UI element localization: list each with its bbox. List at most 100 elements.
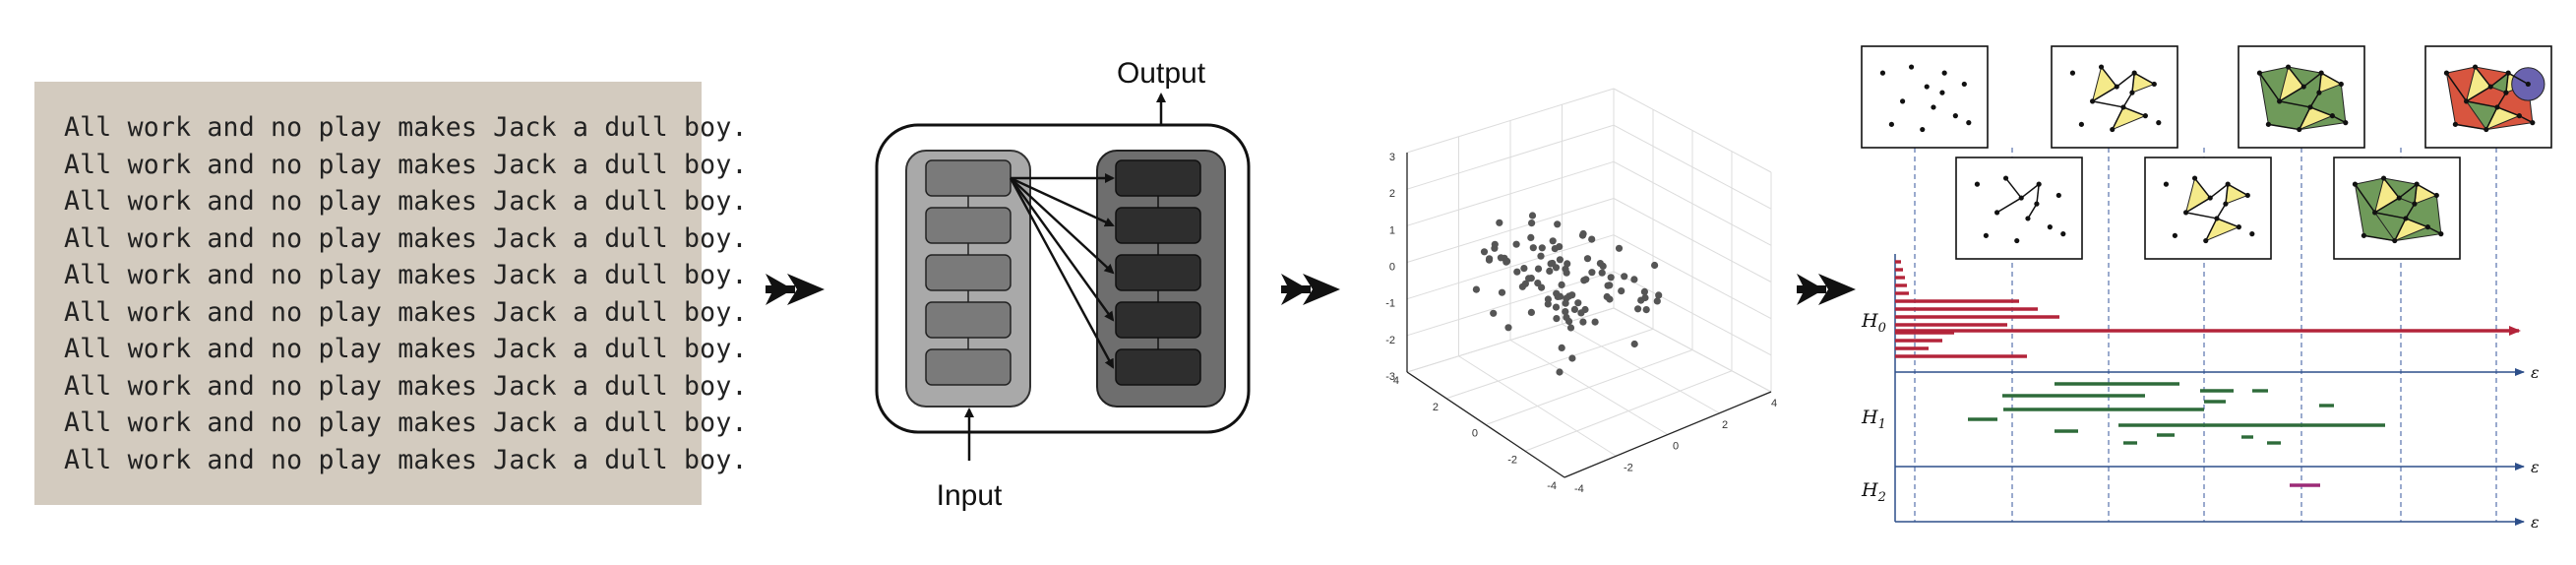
scatter-point	[1618, 287, 1625, 295]
z-tick-label: -1	[1385, 298, 1395, 310]
text-line: All work and no play makes Jack a dull b…	[64, 408, 748, 438]
scatter-point	[1621, 273, 1628, 281]
scatter-point	[1538, 244, 1546, 252]
encoder-layer	[925, 348, 1012, 386]
z-tick-label: 1	[1389, 224, 1395, 236]
y-tick-label: 4	[1771, 398, 1777, 409]
scatter-point	[1577, 309, 1585, 317]
epsilon-label-h2: ε	[2531, 513, 2540, 532]
scatter-point	[1496, 219, 1503, 226]
z-tick-label: -3	[1385, 371, 1395, 383]
scatter-point	[1490, 309, 1498, 317]
scatter-grid	[1406, 88, 1772, 478]
scatter-point	[1472, 285, 1480, 293]
scatter-point	[1512, 240, 1520, 248]
h2-label: H2	[1861, 479, 1886, 505]
barcode-axes	[1894, 254, 2525, 526]
scatter-point	[1568, 291, 1576, 299]
filtration-guides	[1914, 148, 2497, 522]
scatter-point	[1553, 315, 1561, 323]
y-tick-labels: -4 -2 0 2 4	[1574, 398, 1777, 495]
decoder-layer	[1115, 254, 1201, 291]
scatter-point	[1538, 283, 1546, 291]
scatter-point	[1525, 275, 1533, 282]
scatter-point	[1655, 291, 1663, 299]
scatter-point	[1596, 260, 1604, 268]
scatter-point	[1565, 317, 1573, 326]
complex-4	[2144, 157, 2272, 260]
scatter-point	[1528, 220, 1536, 227]
text-line: All work and no play makes Jack a dull b…	[64, 296, 748, 328]
simplicial-complexes	[1861, 45, 2552, 260]
scatter-axes	[1406, 153, 1772, 478]
scatter-point	[1554, 292, 1562, 300]
encoder-layer	[925, 301, 1012, 339]
h0-bars	[1895, 260, 2521, 358]
scatter-point	[1588, 269, 1596, 277]
scatter-point	[1579, 229, 1587, 238]
complex-5	[2238, 45, 2365, 149]
scatter-point	[1642, 306, 1650, 314]
h1-label: H1	[1861, 407, 1886, 432]
scatter-point	[1480, 248, 1489, 256]
decoder-layer	[1115, 207, 1201, 244]
text-corpus-panel: All work and no play makes Jack a dull b…	[34, 82, 747, 505]
scatter-point	[1558, 281, 1565, 288]
complex-6	[2333, 157, 2461, 260]
scatter-point	[1564, 260, 1571, 268]
x-tick-label: -2	[1507, 454, 1517, 466]
encoder-layers	[925, 159, 1012, 386]
scatter-point	[1591, 318, 1599, 326]
scatter-point	[1528, 212, 1537, 220]
scatter-point	[1497, 254, 1504, 262]
complex-7	[2424, 45, 2552, 149]
text-line: All work and no play makes Jack a dull b…	[64, 186, 748, 217]
scatter-point	[1651, 261, 1659, 270]
scatter-point	[1556, 368, 1564, 376]
epsilon-label-h0: ε	[2531, 363, 2540, 382]
scatter-point	[1653, 297, 1661, 305]
z-tick-label: 0	[1389, 262, 1395, 274]
text-lines: All work and no play makes Jack a dull b…	[64, 109, 748, 478]
text-line: All work and no play makes Jack a dull b…	[64, 222, 748, 254]
epsilon-label-h1: ε	[2531, 458, 2540, 476]
scatter-point	[1537, 252, 1545, 260]
skip-connection	[1010, 177, 1115, 275]
flow-arrow-2	[1281, 274, 1340, 305]
scatter-point	[1521, 280, 1529, 287]
output-label: Output	[1117, 57, 1206, 90]
scatter-point	[1603, 292, 1611, 301]
scatter-point	[1583, 255, 1592, 263]
scatter-point	[1607, 274, 1615, 282]
text-line: All work and no play makes Jack a dull b…	[64, 149, 748, 180]
scatter-point	[1641, 293, 1649, 302]
scatter-point	[1563, 269, 1570, 277]
encoder-layer	[925, 254, 1012, 291]
decoder-layer	[1115, 301, 1201, 339]
y-tick-label: -4	[1574, 483, 1584, 495]
h1-bars	[1968, 382, 2385, 445]
skip-connection	[1010, 177, 1115, 322]
scatter-point	[1513, 268, 1521, 276]
y-tick-label: 0	[1673, 441, 1679, 453]
flow-arrow-3	[1797, 274, 1856, 305]
scatter-point	[1554, 220, 1562, 228]
scatter-point	[1640, 287, 1648, 295]
scatter-point	[1503, 257, 1511, 265]
text-line: All work and no play makes Jack a dull b…	[64, 112, 748, 143]
y-tick-label: 2	[1722, 419, 1728, 431]
scatter-point	[1552, 264, 1561, 272]
z-tick-label: -2	[1385, 335, 1395, 346]
decoder-layer	[1115, 159, 1201, 197]
scatter-point	[1630, 276, 1638, 283]
scatter-point	[1552, 303, 1561, 311]
scatter-point	[1579, 318, 1587, 326]
flow-arrow-1	[766, 274, 825, 305]
scatter-point	[1634, 305, 1642, 313]
scatter-point	[1549, 237, 1557, 245]
scatter-point	[1527, 308, 1535, 316]
x-tick-label: 4	[1393, 375, 1399, 387]
complex-2	[1955, 157, 2083, 260]
